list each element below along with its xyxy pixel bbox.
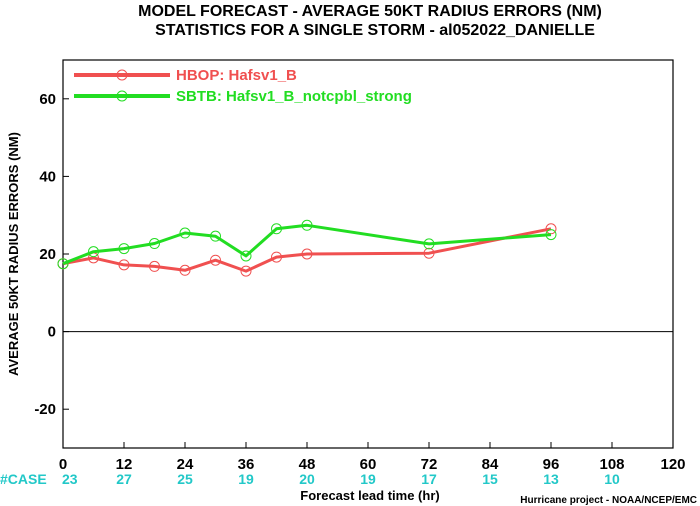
chart-title: MODEL FORECAST - AVERAGE 50KT RADIUS ERR…: [138, 3, 602, 20]
series-layer: [57, 219, 557, 277]
x-tick-label: 72: [421, 456, 438, 473]
series-0-point: [271, 251, 282, 263]
series-1-point: [301, 219, 313, 231]
series-1-point: [149, 238, 160, 250]
x-tick-label: 48: [299, 456, 316, 473]
case-count: 19: [360, 471, 376, 487]
series-line-1: [62, 223, 552, 266]
x-tick-label: 84: [482, 456, 499, 473]
case-count: 19: [238, 471, 254, 487]
x-tick-label: 0: [59, 456, 67, 473]
series-1-point: [57, 258, 69, 270]
series-0-point: [149, 260, 160, 272]
x-tick-label: 108: [599, 456, 624, 473]
series-0-point: [179, 264, 191, 276]
series-1-point: [423, 238, 435, 250]
case-count: 20: [299, 471, 315, 487]
series-0-point: [301, 248, 313, 260]
series-1-point: [88, 246, 99, 258]
case-count: 23: [62, 471, 78, 487]
legend-label: SBTB: Hafsv1_B_notcpbl_strong: [176, 88, 412, 105]
y-tick-label: 0: [48, 324, 56, 341]
series-0-point: [545, 223, 557, 235]
case-count: 27: [116, 471, 132, 487]
credit-text: Hurricane project - NOAA/NCEP/EMC: [520, 495, 697, 506]
series-0-point: [118, 259, 130, 271]
series-line-0: [62, 227, 552, 273]
series-1-point: [240, 250, 252, 262]
chart-subtitle: STATISTICS FOR A SINGLE STORM - al052022…: [155, 22, 595, 39]
series-1-point: [545, 229, 557, 241]
x-tick-label: 12: [116, 456, 133, 473]
y-tick-label: 40: [39, 168, 56, 185]
case-count: 25: [177, 471, 193, 487]
series-0-point: [210, 254, 221, 266]
legend-marker: [116, 90, 128, 102]
x-ticks: 0 12 24 36 48 60 72 84 96 108 120: [59, 442, 686, 473]
case-label: #CASE: [0, 471, 47, 487]
case-count: 13: [543, 471, 559, 487]
legend: HBOP: Hafsv1_B SBTB: Hafsv1_B_notcpbl_str…: [74, 67, 412, 105]
y-axis-label: AVERAGE 50KT RADIUS ERRORS (NM): [6, 132, 21, 376]
y-ticks: -20 0 20 40 60: [34, 91, 69, 418]
series-1-point: [118, 243, 130, 255]
x-tick-label: 96: [543, 456, 560, 473]
x-axis-label: Forecast lead time (hr): [300, 488, 439, 503]
y-tick-label: -20: [34, 401, 56, 418]
case-count: 15: [482, 471, 498, 487]
case-counts: #CASE 23 27 25 19 20 19 17 15 13 10: [0, 471, 620, 487]
x-tick-label: 24: [177, 456, 194, 473]
legend-label: HBOP: Hafsv1_B: [176, 67, 297, 84]
case-count: 17: [421, 471, 437, 487]
y-tick-label: 20: [39, 246, 56, 263]
series-1-point: [179, 227, 191, 239]
case-count: 10: [604, 471, 620, 487]
series-0-point: [240, 265, 252, 277]
x-tick-label: 60: [360, 456, 377, 473]
legend-marker: [116, 69, 128, 81]
series-1-point: [210, 230, 221, 242]
x-tick-label: 36: [238, 456, 255, 473]
series-0-point: [423, 247, 435, 259]
series-1-point: [271, 223, 282, 235]
x-tick-label: 120: [660, 456, 685, 473]
y-tick-label: 60: [39, 91, 56, 108]
